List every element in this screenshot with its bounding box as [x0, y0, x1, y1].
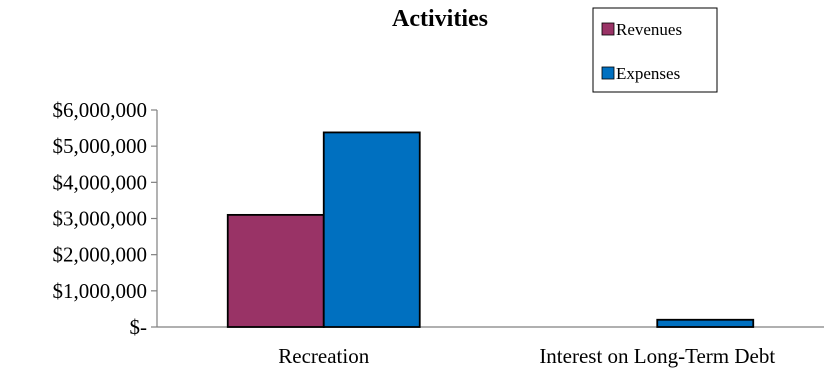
legend: Revenues Expenses [592, 7, 718, 93]
legend-label-expenses: Expenses [616, 64, 680, 83]
legend-label-revenues: Revenues [616, 20, 682, 39]
y-tick-label: $- [130, 315, 148, 339]
chart-title: Activities [392, 6, 488, 32]
legend-swatch-revenues [601, 22, 615, 36]
y-tick-label: $5,000,000 [53, 134, 148, 158]
y-tick-label: $6,000,000 [53, 98, 148, 122]
x-category-label: Interest on Long-Term Debt [539, 344, 775, 368]
legend-swatch-expenses [601, 66, 615, 80]
y-tick-label: $4,000,000 [53, 170, 148, 194]
y-tick-label: $1,000,000 [53, 279, 148, 303]
y-tick-label: $3,000,000 [53, 207, 148, 231]
bar-series [226, 131, 755, 328]
y-tick-label: $2,000,000 [53, 243, 148, 267]
bar-expenses-0 [322, 131, 421, 328]
bar-revenues-0 [226, 213, 325, 328]
y-axis-ticks: $- $1,000,000 $2,000,000 $3,000,000 $4,000,0… [53, 98, 157, 339]
bar-expenses-1 [656, 318, 755, 328]
x-axis-labels: Recreation Interest on Long-Term Debt [278, 344, 775, 368]
x-category-label: Recreation [278, 344, 369, 368]
